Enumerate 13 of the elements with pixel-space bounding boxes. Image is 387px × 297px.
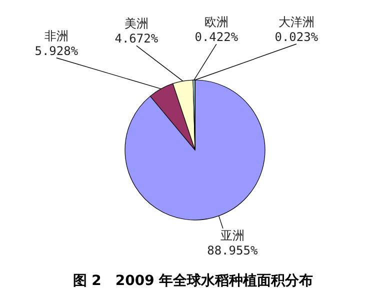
data-label: 5.928%: [34, 44, 79, 58]
data-label: 88.955%: [207, 243, 258, 258]
slice-label: 美洲: [124, 16, 148, 31]
data-label: 0.023%: [274, 30, 319, 44]
slice-label: 非洲: [44, 28, 68, 43]
slice-label: 亚洲: [220, 228, 244, 242]
pie-slice: [150, 83, 196, 150]
text: 图 2 2009 年全球水稻种植面积分布: [72, 273, 314, 289]
pie-slice: [124, 80, 266, 220]
slice-label: 欧洲: [204, 15, 228, 30]
data-label: 0.422%: [194, 30, 239, 44]
slice-label: 大洋洲: [278, 15, 314, 29]
data-label: 4.672%: [114, 32, 159, 46]
